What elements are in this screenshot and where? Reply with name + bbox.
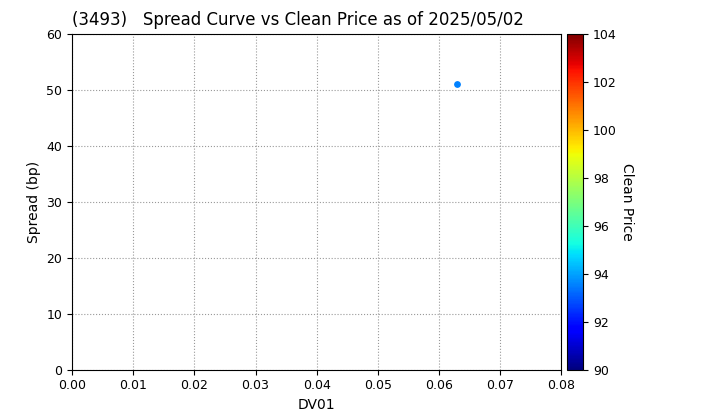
Y-axis label: Clean Price: Clean Price — [620, 163, 634, 241]
X-axis label: DV01: DV01 — [298, 398, 336, 412]
Point — [451, 81, 463, 87]
Text: (3493)   Spread Curve vs Clean Price as of 2025/05/02: (3493) Spread Curve vs Clean Price as of… — [72, 11, 524, 29]
Y-axis label: Spread (bp): Spread (bp) — [27, 160, 41, 243]
